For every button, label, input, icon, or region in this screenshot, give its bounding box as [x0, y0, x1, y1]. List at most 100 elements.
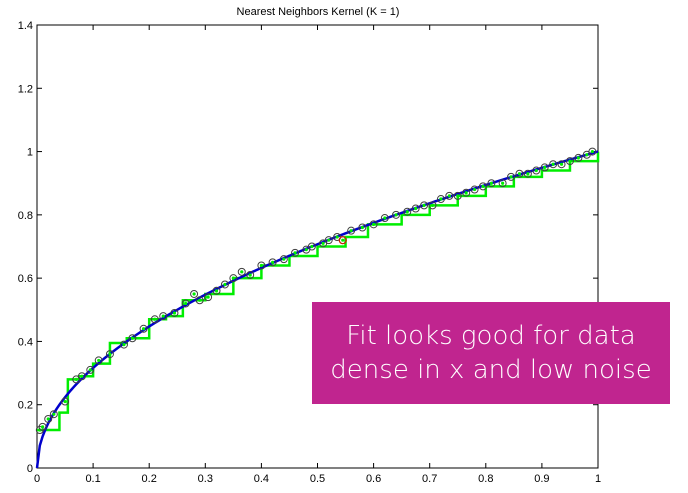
data-point-center [559, 162, 564, 166]
data-point [246, 270, 255, 279]
data-point [369, 220, 378, 229]
data-point-center [576, 156, 580, 160]
data-point-center [38, 428, 42, 432]
data-point [279, 255, 288, 264]
y-tick-label: 0 [27, 463, 33, 475]
data-point-center [310, 244, 314, 249]
data-point [523, 169, 532, 178]
data-point-center [383, 216, 387, 220]
data-point-center [153, 317, 157, 321]
data-point-center [464, 191, 468, 195]
data-point [380, 214, 389, 223]
data-point-center [489, 181, 494, 185]
axis-ticks: 0 0.1 0.2 0.3 0.4 0.5 0.6 0.7 0.8 0.9 1 0 0.2 0.4 0.6 0… [18, 20, 601, 485]
x-tick-label: 0.8 [478, 473, 493, 485]
data-point-center [161, 314, 165, 318]
data-point [105, 350, 114, 359]
data-point [487, 179, 496, 188]
data-point [588, 147, 597, 156]
data-point-center [481, 184, 485, 188]
data-point [44, 414, 53, 423]
data-point-center [422, 203, 426, 207]
data-point [291, 248, 300, 257]
data-point [212, 286, 221, 295]
callout-line-2: dense in x and low noise [330, 355, 652, 385]
data-point [77, 372, 86, 381]
data-point [515, 169, 524, 178]
data-point-center [206, 295, 210, 299]
data-point-center [447, 194, 451, 198]
data-point [574, 153, 583, 162]
data-point-center [526, 172, 530, 176]
data-point-center [214, 289, 219, 293]
data-point-center [271, 260, 275, 264]
data-point-center [394, 213, 398, 217]
data-point-center [590, 149, 594, 154]
y-tick-label: 1.2 [18, 83, 33, 95]
data-point-center [74, 377, 78, 381]
data-point [128, 334, 137, 343]
data-point-center [130, 336, 134, 340]
data-point [549, 160, 558, 169]
data-point [49, 410, 58, 419]
y-tick-label: 1.4 [18, 20, 33, 32]
data-point-center [52, 412, 56, 416]
data-point-center [108, 352, 112, 356]
data-point-center [97, 358, 101, 363]
callout-box: Fit looks good for data dense in x and l… [312, 302, 670, 404]
data-point [507, 172, 516, 181]
data-point [170, 308, 179, 317]
data-point-center [327, 238, 331, 242]
y-tick-label: 0.8 [18, 210, 33, 222]
data-point-center [259, 263, 263, 268]
data-point-center [517, 172, 522, 176]
data-point [229, 274, 238, 283]
data-point-center [282, 257, 286, 261]
callout-text: Fit looks good for data dense in x and l… [330, 319, 651, 387]
data-point-center [88, 368, 92, 372]
data-point [420, 201, 429, 210]
data-point-center [304, 248, 308, 252]
data-point-center [141, 327, 146, 331]
data-point [565, 157, 574, 166]
data-point-center [585, 153, 589, 157]
data-point-center [372, 222, 376, 226]
data-point-center [501, 181, 505, 185]
data-point [86, 365, 95, 374]
data-point [38, 422, 47, 431]
data-point-center [122, 342, 126, 347]
data-point [195, 296, 204, 305]
data-point [498, 179, 507, 188]
data-point [220, 280, 229, 289]
data-point [403, 207, 412, 216]
x-tick-label: 0 [34, 473, 40, 485]
data-point [181, 299, 190, 308]
x-tick-label: 0.4 [254, 473, 269, 485]
data-point-center [335, 235, 339, 239]
data-point-center [439, 197, 443, 201]
chart-title: Nearest Neighbors Kernel (K = 1) [237, 6, 400, 18]
callout-line-1: Fit looks good for data [346, 321, 636, 351]
x-tick-label: 0.2 [142, 473, 157, 485]
data-point-center [349, 229, 353, 233]
data-point [411, 204, 420, 213]
data-point [557, 160, 566, 169]
data-point-center [414, 206, 418, 211]
data-point [61, 397, 70, 406]
data-point [347, 226, 356, 235]
x-tick-label: 0.6 [366, 473, 381, 485]
data-point-center [198, 298, 202, 302]
data-point-center [568, 159, 572, 163]
y-tick-label: 0.6 [18, 273, 33, 285]
data-point [237, 267, 246, 276]
data-point [190, 289, 199, 298]
data-point-center [509, 175, 513, 179]
data-point-center [80, 374, 84, 378]
data-point [307, 242, 316, 251]
data-point-center [41, 425, 45, 429]
data-point-center [472, 187, 477, 192]
true-function-layer [35, 150, 599, 469]
data-point [540, 163, 549, 172]
x-tick-label: 0.7 [422, 473, 437, 485]
